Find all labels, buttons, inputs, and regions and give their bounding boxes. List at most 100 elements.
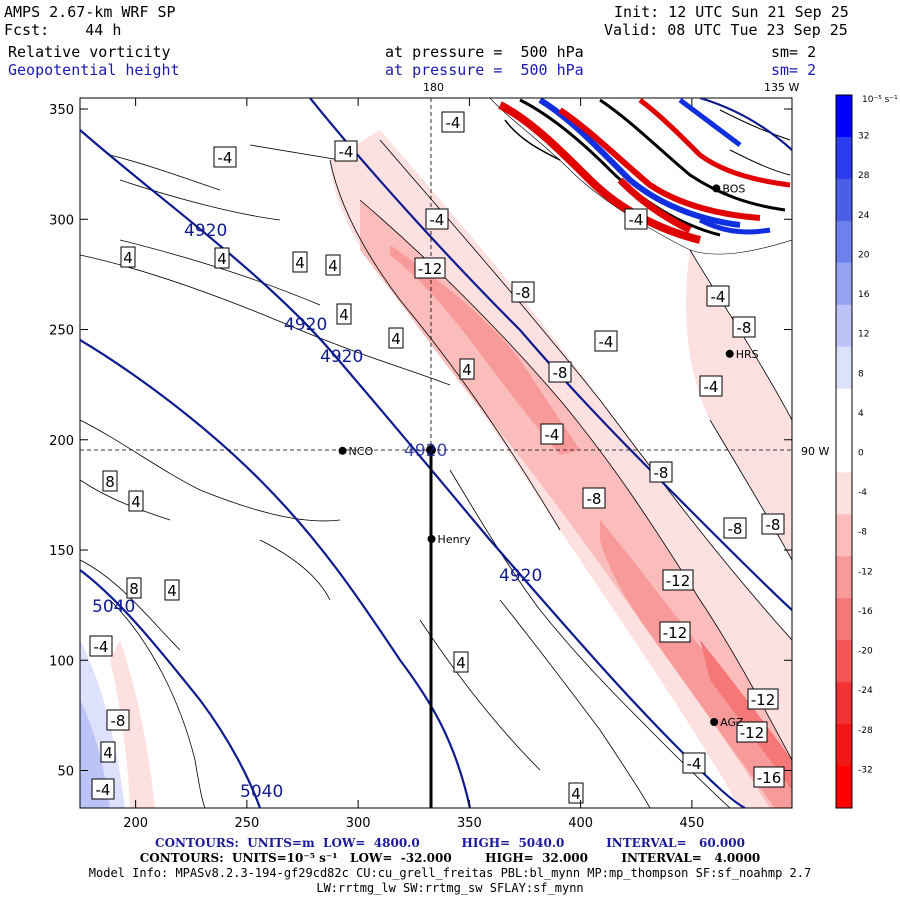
svg-text:-4: -4 (711, 288, 726, 306)
vorticity-label: -4 (89, 635, 113, 657)
vorticity-label: 4 (214, 247, 230, 269)
y-axis: 50 100 150 200 250 300 350 (49, 103, 792, 780)
vorticity-label: -4 (425, 208, 449, 230)
station-marker (710, 718, 719, 727)
colorbar-tick-label: -32 (858, 765, 873, 775)
svg-text:4: 4 (217, 250, 227, 268)
vorticity-label: -4 (540, 423, 564, 445)
svg-text:-4: -4 (218, 149, 233, 167)
y-tick-label: 100 (49, 654, 74, 669)
plot-frame (79, 97, 793, 809)
vorticity-label: -4 (594, 330, 618, 352)
colorbar-tick-label: 20 (858, 250, 870, 260)
height-label: 5040 (92, 597, 135, 617)
svg-text:4: 4 (131, 493, 141, 511)
vorticity-label: 4 (336, 303, 352, 325)
vorticity-label: -12 (747, 688, 779, 710)
stations: NCO Henry HRS BOS AGZ (338, 182, 759, 729)
valid-time: Valid: 08 UTC Tue 23 Sep 25 (604, 21, 848, 39)
svg-text:-4: -4 (599, 333, 614, 351)
center-marker (426, 445, 436, 455)
vorticity-label: 4 (164, 579, 180, 601)
footer-model-info: Model Info: MPASv8.2.3-194-gf29cd82c CU:… (88, 866, 812, 880)
colorbar-tick-label: 32 (858, 132, 869, 142)
svg-text:4: 4 (328, 257, 338, 275)
colorbar-tick-label: -12 (858, 567, 873, 577)
station-label: NCO (349, 445, 374, 458)
vorticity-label: -4 (441, 111, 465, 133)
y-tick-label: 50 (57, 765, 74, 780)
svg-text:-8: -8 (654, 464, 669, 482)
height-contour-labels: 4920 4920 4920 4920 5040 5040 (92, 221, 542, 802)
colorbar-segment (836, 388, 852, 432)
svg-text:-4: -4 (629, 211, 644, 229)
svg-text:-8: -8 (728, 520, 743, 538)
colorbar-tick-label: 0 (858, 449, 864, 459)
x-tick-label: 300 (346, 816, 371, 831)
svg-text:-8: -8 (553, 364, 568, 382)
vorticity-label: -12 (736, 721, 768, 743)
noisy-region (489, 98, 792, 255)
colorbar-segment (836, 304, 852, 348)
vorticity-label: -8 (106, 709, 130, 731)
vorticity-label: -8 (511, 281, 535, 303)
svg-text:-8: -8 (516, 284, 531, 302)
height-label: 4920 (184, 221, 227, 241)
colorbar: 32 28 24 20 16 12 8 4 0 -4 -8 -12 -16 -20 -24 -28 -32 (835, 94, 873, 809)
station-label: AGZ (720, 716, 744, 729)
colorbar-segment (836, 556, 852, 599)
lon-135w-label: 135 W (764, 81, 799, 94)
vorticity-label: 4 (459, 358, 475, 380)
svg-text:-4: -4 (446, 114, 461, 132)
x-tick-label: 450 (679, 816, 704, 831)
svg-text:-8: -8 (111, 712, 126, 730)
svg-text:-4: -4 (94, 638, 109, 656)
station-marker (725, 349, 734, 358)
svg-text:4: 4 (456, 654, 466, 672)
colorbar-segment (836, 724, 852, 767)
colorbar-segment (836, 682, 852, 725)
colorbar-segment (836, 514, 852, 557)
field1-name: Relative vorticity (8, 43, 171, 61)
vorticity-label: -4 (213, 146, 237, 168)
station-marker (712, 184, 721, 193)
colorbar-tick-label: -8 (858, 528, 867, 538)
x-axis: 200 250 300 350 400 450 (123, 98, 704, 831)
colorbar-segment (836, 220, 852, 264)
vorticity-label: -8 (649, 461, 673, 483)
svg-text:-12: -12 (666, 572, 691, 590)
smoothing1: sm= 2 (771, 43, 817, 61)
colorbar-frame (835, 94, 853, 809)
field2-name: Geopotential height (8, 61, 180, 79)
footer-vorticity-contours: CONTOURS: UNITS=10⁻⁵ s⁻¹ LOW= -32.000 HI… (139, 851, 761, 865)
svg-text:-8: -8 (766, 516, 781, 534)
y-tick-label: 200 (49, 434, 74, 449)
height-label: 4920 (499, 566, 542, 586)
svg-text:-4: -4 (687, 755, 702, 773)
colorbar-tick-label: 16 (858, 290, 870, 300)
model-title: AMPS 2.67-km WRF SP (4, 3, 176, 21)
svg-text:-12: -12 (663, 624, 688, 642)
vorticity-label: -12 (659, 621, 691, 643)
svg-text:4: 4 (462, 361, 472, 379)
colorbar-segment (836, 262, 852, 306)
x-tick-label: 350 (457, 816, 482, 831)
vorticity-label: -4 (334, 140, 358, 162)
footer-physics: LW:rrtmg_lw SW:rrtmg_sw SFLAY:sf_mynn (316, 881, 584, 895)
height-label-center: 4920 (404, 441, 447, 461)
vorticity-label: -4 (624, 208, 648, 230)
vorticity-label: -4 (699, 375, 723, 397)
colorbar-segment (836, 472, 852, 515)
vorticity-label: 4 (568, 782, 584, 804)
footer-height-contours: CONTOURS: UNITS=m LOW= 4800.0 HIGH= 5040… (155, 836, 745, 850)
vorticity-label: 4 (453, 651, 469, 673)
svg-text:4: 4 (167, 582, 177, 600)
colorbar-segment (836, 640, 852, 683)
svg-text:-4: -4 (545, 426, 560, 444)
colorbar-unit: 10⁻⁵ s⁻¹ (862, 95, 898, 105)
svg-text:-4: -4 (339, 143, 354, 161)
height-label: 4920 (320, 347, 363, 367)
colorbar-segment (836, 178, 852, 222)
svg-text:4: 4 (123, 249, 133, 267)
